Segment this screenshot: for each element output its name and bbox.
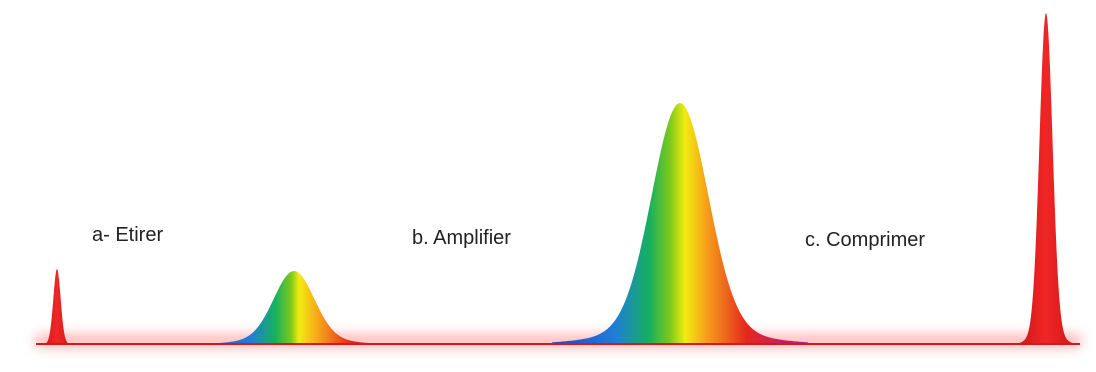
rainbow-amplified-pulse-icon xyxy=(552,103,808,345)
tall-red-compressed-pulse-icon xyxy=(1012,13,1080,345)
step-label-compress: c. Comprimer xyxy=(805,229,926,251)
step-label-stretch: a- Etirer xyxy=(92,224,164,246)
step-label-amplify: b. Amplifier xyxy=(412,227,511,249)
rainbow-stretched-pulse-icon xyxy=(192,271,396,345)
baseline-glow xyxy=(34,334,1082,348)
short-red-pulse-icon xyxy=(39,269,75,345)
